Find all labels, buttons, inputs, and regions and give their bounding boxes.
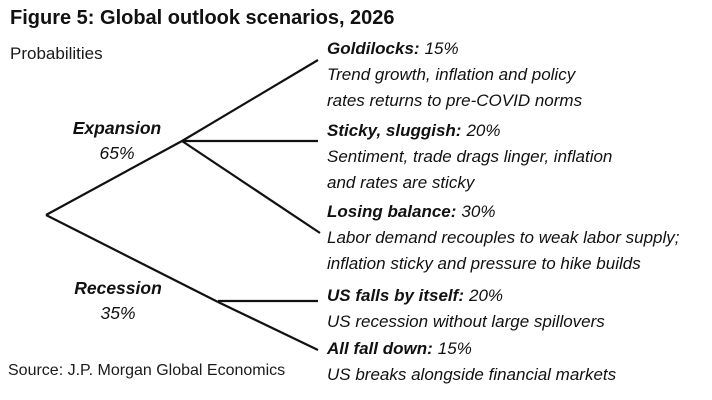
scenario-heading: Goldilocks: 15% <box>327 36 712 62</box>
scenario-probability: 30% <box>461 202 496 221</box>
scenario-description-line: and rates are sticky <box>327 173 475 192</box>
scenario-name: All fall down: <box>327 339 433 358</box>
branch-label-expansion: Expansion 65% <box>52 116 182 166</box>
scenario-probability: 20% <box>468 286 504 305</box>
scenario-description-line: inflation sticky and pressure to hike bu… <box>327 254 641 273</box>
scenario-heading: Sticky, sluggish: 20% <box>327 118 712 144</box>
branch-label-recession: Recession 35% <box>53 276 183 326</box>
scenario-heading: US falls by itself: 20% <box>327 283 712 309</box>
branch-line-losing-balance <box>181 140 321 234</box>
branch-line-all-fall-down <box>217 301 319 351</box>
branch-probability: 35% <box>100 303 136 323</box>
scenario-probability: 15% <box>424 39 459 58</box>
scenario-name: Sticky, sluggish: <box>327 121 462 140</box>
scenario-sticky-sluggish: Sticky, sluggish: 20% Sentiment, trade dr… <box>327 118 712 196</box>
source-caption: Source: J.P. Morgan Global Economics <box>8 362 286 379</box>
scenario-description-line: Labor demand recouples to weak labor sup… <box>327 228 680 247</box>
probabilities-caption: Probabilities <box>10 44 103 63</box>
scenario-name: Losing balance: <box>327 202 457 221</box>
branch-probability: 65% <box>99 143 135 163</box>
scenario-probability: 20% <box>466 121 501 140</box>
branch-line-recession <box>45 214 219 303</box>
scenario-name: US falls by itself: <box>327 286 464 305</box>
scenario-all-fall-down: All fall down: 15% US breaks alongside fi… <box>327 336 712 388</box>
branch-line-goldilocks <box>181 59 319 142</box>
branch-name: Recession <box>74 278 162 298</box>
scenario-description-line: rates returns to pre-COVID norms <box>327 91 583 110</box>
scenario-heading: Losing balance: 30% <box>327 199 712 225</box>
scenario-name: Goldilocks: <box>327 39 420 58</box>
branch-line-expansion <box>45 140 183 216</box>
figure-title: Figure 5: Global outlook scenarios, 2026 <box>10 7 395 29</box>
scenario-losing-balance: Losing balance: 30% Labor demand recouple… <box>327 199 712 277</box>
scenario-heading: All fall down: 15% <box>327 336 712 362</box>
scenario-description-line: Sentiment, trade drags linger, inflation <box>327 147 613 166</box>
scenario-goldilocks: Goldilocks: 15% Trend growth, inflation a… <box>327 36 712 114</box>
branch-name: Expansion <box>72 118 162 138</box>
scenario-description-line: Trend growth, inflation and policy <box>327 65 576 84</box>
scenario-description-line: US recession without large spillovers <box>327 312 605 331</box>
scenario-description-line: US breaks alongside financial markets <box>327 365 617 384</box>
scenario-us-falls-by-itself: US falls by itself: 20% US recession with… <box>327 283 712 335</box>
scenario-probability: 15% <box>437 339 472 358</box>
